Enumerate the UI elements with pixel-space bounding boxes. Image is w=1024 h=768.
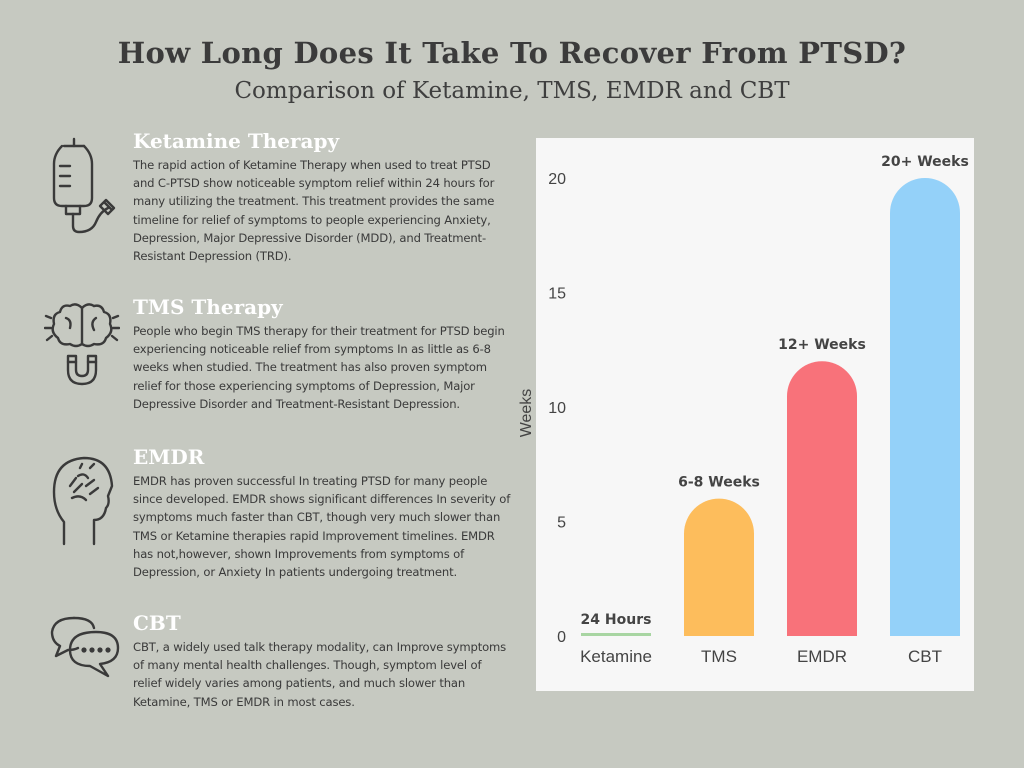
x-tick-label: EMDR [797,647,847,666]
bar-chart: 0 5 10 15 20 24 Hours Ketamine 6-8 Weeks TMS 12+ … [548,154,969,666]
head-stress-icon [50,448,116,548]
section-emdr: EMDR EMDR has proven successful In treat… [133,444,513,581]
y-tick-label: 20 [548,171,566,188]
section-heading: TMS Therapy [133,295,283,319]
section-cbt: CBT CBT, a widely used talk therapy moda… [133,610,513,711]
data-label-ketamine: 24 Hours [581,612,652,628]
data-label-emdr: 12+ Weeks [778,337,866,353]
section-heading: EMDR [133,445,205,469]
data-label-cbt: 20+ Weeks [881,154,969,170]
page-subtitle: Comparison of Ketamine, TMS, EMDR and CB… [234,78,790,104]
section-body: People who begin TMS therapy for their t… [133,324,505,411]
chart-ylabel-wrap: Weeks [518,389,535,438]
page-title: How Long Does It Take To Recover From PT… [117,36,907,70]
section-heading: Ketamine Therapy [133,129,340,153]
chart-card: 0 5 10 15 20 24 Hours Ketamine 6-8 Weeks TMS 12+ … [536,138,974,691]
x-tick-label: CBT [908,647,942,666]
section-body: The rapid action of Ketamine Therapy whe… [133,158,495,264]
bar-tms [684,498,754,636]
speech-bubbles-icon [48,612,122,684]
bar-cbt [890,178,960,636]
y-tick-label: 10 [548,400,566,417]
data-label-tms: 6-8 Weeks [678,475,760,491]
x-tick-label: TMS [701,647,737,666]
section-heading: CBT [133,611,181,635]
iv-drip-icon [44,136,120,236]
bar-ketamine [581,633,651,636]
brain-magnet-icon [44,296,120,388]
y-tick-label: 15 [548,286,566,303]
section-body: EMDR has proven successful In treating P… [133,474,511,580]
section-body: CBT, a widely used talk therapy modality… [133,640,507,709]
section-tms: TMS Therapy People who begin TMS therapy… [133,294,513,413]
chart-ylabel: Weeks [518,388,535,438]
x-tick-label: Ketamine [580,647,652,666]
bar-emdr [787,361,857,636]
section-ketamine: Ketamine Therapy The rapid action of Ket… [133,128,513,265]
y-tick-label: 5 [557,515,566,532]
y-tick-label: 0 [557,629,566,646]
